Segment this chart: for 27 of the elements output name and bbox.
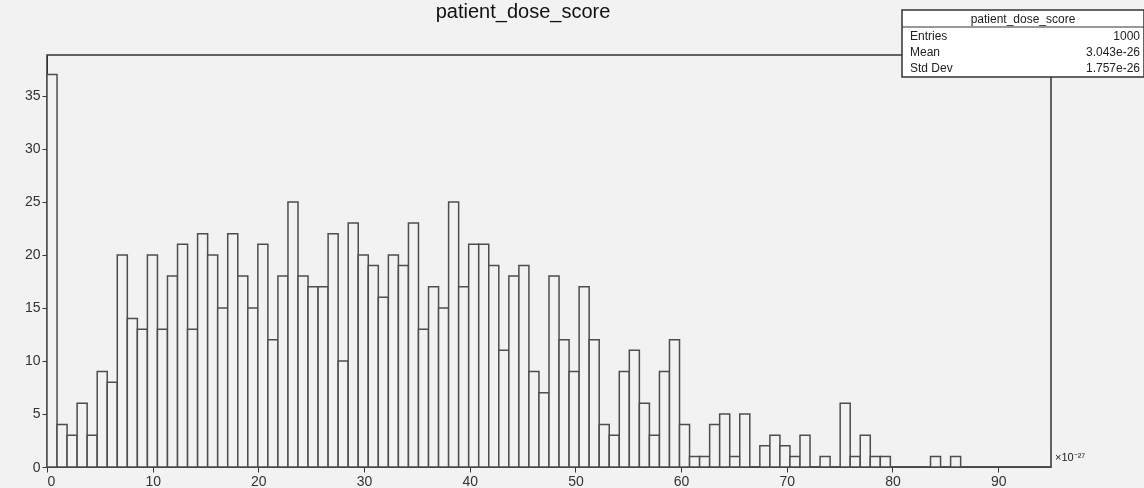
y-tick-label: 10 <box>24 352 41 369</box>
x-tick-label: 50 <box>568 472 584 488</box>
x-tick-label: 10 <box>145 472 162 488</box>
x-tick-label: 60 <box>673 472 690 488</box>
x-tick-label: 30 <box>356 472 373 488</box>
x-tick-label: 40 <box>462 472 479 488</box>
text: ×10⁻²⁷ <box>1055 451 1086 463</box>
text: patient_dose_score <box>970 12 1076 26</box>
x-tick-label: 70 <box>779 472 796 488</box>
text: 1000 <box>1113 29 1141 43</box>
y-tick-label: 30 <box>24 140 41 157</box>
x-tick-label: 20 <box>251 472 267 488</box>
y-tick-label: 25 <box>24 193 41 210</box>
y-tick-label: 15 <box>24 299 41 316</box>
chart-title: patient_dose_score <box>435 0 611 23</box>
y-tick-label: 0 <box>32 458 41 475</box>
text: 1.757e-26 <box>1085 61 1141 75</box>
y-tick-label: 35 <box>24 87 41 104</box>
annotation: Std Dev <box>910 61 953 75</box>
text: 3.043e-26 <box>1085 45 1141 59</box>
x-tick-label: 80 <box>885 472 901 488</box>
x-tick-label: 90 <box>990 472 1007 488</box>
y-tick-label: 20 <box>24 246 41 263</box>
y-tick-label: 5 <box>32 405 41 422</box>
annotation: Mean <box>910 45 941 59</box>
text: Entries <box>910 29 948 43</box>
x-tick-label: 0 <box>47 472 56 488</box>
